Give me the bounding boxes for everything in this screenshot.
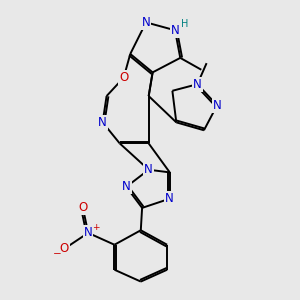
Text: N: N [98, 116, 107, 129]
Text: O: O [119, 71, 128, 84]
Text: N: N [84, 226, 92, 239]
Text: H: H [181, 20, 188, 29]
Text: N: N [142, 16, 150, 29]
Text: O: O [78, 201, 88, 214]
Text: +: + [92, 223, 99, 232]
Text: N: N [193, 78, 202, 91]
Text: N: N [165, 192, 174, 205]
Text: N: N [144, 163, 153, 176]
Text: N: N [171, 24, 179, 37]
Text: N: N [122, 180, 131, 193]
Text: −: − [53, 249, 62, 259]
Text: O: O [60, 242, 69, 255]
Text: N: N [213, 99, 221, 112]
